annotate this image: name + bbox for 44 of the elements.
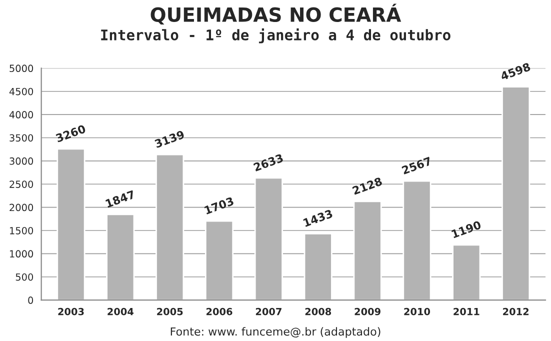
bar xyxy=(106,214,135,300)
data-label: 1433 xyxy=(303,209,333,228)
y-tick-label: 3500 xyxy=(10,134,34,142)
data-label: 1847 xyxy=(105,190,136,208)
data-label: 1190 xyxy=(451,220,482,238)
bar xyxy=(56,148,86,300)
x-tick-label: 2012 xyxy=(503,308,529,316)
bar xyxy=(156,154,184,300)
y-tick-label: 500 xyxy=(16,273,34,281)
data-label: 2633 xyxy=(253,154,284,172)
x-tick-label: 2004 xyxy=(108,308,134,316)
x-tick-label: 2008 xyxy=(305,308,332,316)
y-tick-label: 2500 xyxy=(10,180,34,188)
data-label: 2567 xyxy=(402,156,432,175)
y-tick-label: 0 xyxy=(28,296,34,304)
x-tick-label: 2010 xyxy=(404,308,430,316)
bar xyxy=(204,220,234,300)
y-tick-label: 1000 xyxy=(10,250,34,258)
y-tick-label: 3000 xyxy=(10,157,34,165)
bar xyxy=(402,180,432,300)
x-tick-label: 2007 xyxy=(256,308,282,316)
y-tick-label: 1500 xyxy=(10,226,34,234)
x-tick-label: 2006 xyxy=(206,308,232,316)
bar xyxy=(254,177,283,300)
bar xyxy=(304,232,332,300)
x-tick-label: 2005 xyxy=(157,308,183,316)
data-label: 4598 xyxy=(500,62,531,80)
y-tick-label: 4500 xyxy=(9,88,34,96)
bar xyxy=(353,200,382,300)
bar xyxy=(502,86,530,300)
x-tick-label: 2011 xyxy=(454,308,480,316)
y-tick-label: 5000 xyxy=(10,64,34,72)
x-tick-label: 2009 xyxy=(354,308,380,316)
chart-title: QUEIMADAS NO CEARÁ xyxy=(150,4,402,25)
chart-subtitle: Intervalo - 1º de janeiro a 4 de outubro xyxy=(101,28,450,44)
source-note: Fonte: www. funceme@.br (adaptado) xyxy=(170,327,380,338)
data-label: 2128 xyxy=(352,176,383,195)
y-tick-label: 2000 xyxy=(10,204,34,212)
data-label: 1703 xyxy=(204,196,234,214)
bar xyxy=(452,244,481,300)
x-tick-label: 2003 xyxy=(58,308,84,316)
data-label: 3139 xyxy=(154,130,185,148)
data-label: 3260 xyxy=(55,124,86,142)
y-tick-label: 4000 xyxy=(9,111,34,118)
